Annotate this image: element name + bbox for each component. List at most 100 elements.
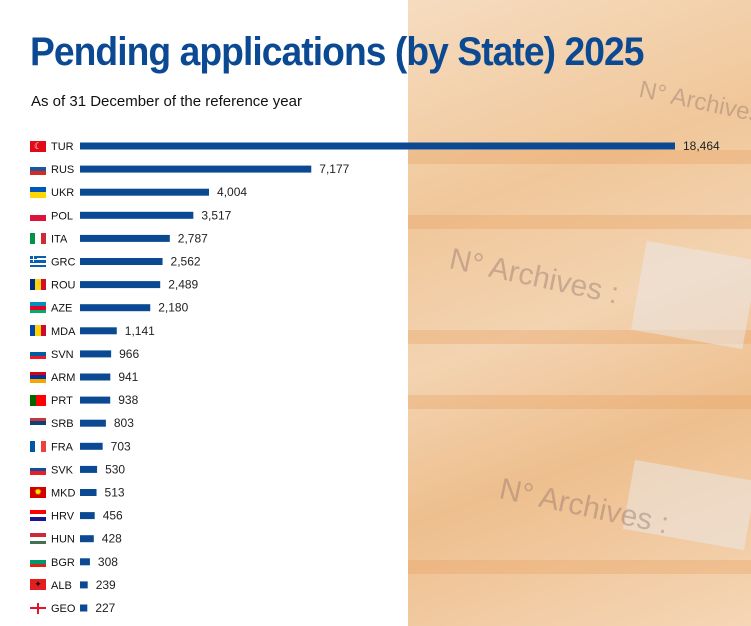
folder-edge xyxy=(408,215,751,229)
value-label: 513 xyxy=(105,486,125,500)
value-label: 227 xyxy=(95,601,115,615)
poland-flag-icon xyxy=(30,209,46,221)
folder-edge xyxy=(408,395,751,409)
flag-stripe xyxy=(30,186,46,193)
flag-stripe xyxy=(30,563,46,568)
flag-stripe xyxy=(30,215,46,221)
flag-stripe xyxy=(30,371,46,376)
flag-stripe xyxy=(30,375,46,380)
value-label: 2,562 xyxy=(171,255,201,269)
flag-stripe xyxy=(30,325,36,337)
category-label: POL xyxy=(51,210,73,222)
bar xyxy=(80,442,103,450)
flag-stripe xyxy=(30,513,46,518)
flag-stripe xyxy=(30,309,46,314)
flag-stripe xyxy=(30,209,46,216)
portugal-flag-icon xyxy=(30,394,46,406)
bar xyxy=(80,558,90,566)
flag-stripe xyxy=(30,305,46,310)
flag-stripe xyxy=(30,302,46,307)
value-label: 7,177 xyxy=(319,162,349,176)
chart-subtitle: As of 31 December of the reference year xyxy=(31,93,302,110)
category-label: GRC xyxy=(51,257,76,269)
category-label: SVN xyxy=(51,349,74,361)
value-label: 428 xyxy=(102,532,122,546)
value-label: 530 xyxy=(105,462,125,476)
flag-stripe xyxy=(36,394,46,406)
greece-flag-icon xyxy=(30,256,46,267)
turkey-flag-icon: ☾ xyxy=(30,140,46,152)
flag-stripe xyxy=(30,348,46,353)
category-label: UKR xyxy=(51,187,74,199)
flag-stripe xyxy=(30,378,46,383)
flag-emblem: ✦ xyxy=(34,579,42,590)
category-label: AZE xyxy=(51,303,72,315)
value-label: 1,141 xyxy=(125,324,155,338)
bar xyxy=(80,188,210,196)
value-label: 966 xyxy=(119,347,139,361)
bar xyxy=(80,258,163,265)
value-label: 18,464 xyxy=(683,139,720,153)
bar xyxy=(80,350,112,358)
flag-stripe xyxy=(30,394,36,406)
flag-stripe xyxy=(30,258,46,261)
bar xyxy=(80,165,312,173)
value-label: 3,517 xyxy=(201,208,231,222)
bar xyxy=(80,535,94,543)
category-label: HUN xyxy=(51,534,75,546)
bulgaria-flag-icon xyxy=(30,556,46,568)
flag-stripe xyxy=(30,163,46,168)
flag-stripe xyxy=(30,510,46,515)
background-archive-photo: N° Archives : N° Archives : N° Archives … xyxy=(408,0,751,626)
moldova-flag-icon xyxy=(30,325,46,337)
category-label: BGR xyxy=(51,557,75,569)
value-label: 938 xyxy=(118,393,138,407)
armenia-flag-icon xyxy=(30,371,46,383)
bar xyxy=(80,489,97,496)
flag-stripe xyxy=(30,232,36,244)
value-label: 239 xyxy=(96,578,116,592)
flag-stripe xyxy=(30,279,36,291)
flag-stripe xyxy=(30,517,46,522)
value-label: 456 xyxy=(103,509,123,523)
value-label: 941 xyxy=(118,370,138,384)
flag-stripe xyxy=(30,440,36,452)
georgia-flag-icon xyxy=(30,602,46,614)
croatia-flag-icon xyxy=(30,510,46,522)
category-label: RUS xyxy=(51,164,74,176)
folder-edge xyxy=(408,150,751,164)
azerbaijan-flag-icon xyxy=(30,302,46,314)
bar xyxy=(80,581,88,589)
flag-stripe xyxy=(30,556,46,561)
flag-stripe xyxy=(30,417,46,422)
france-flag-icon xyxy=(30,440,46,452)
flag-stripe xyxy=(30,536,46,541)
bar xyxy=(80,419,106,427)
value-label: 4,004 xyxy=(217,185,247,199)
bar xyxy=(80,512,95,520)
flag-emblem: ☾ xyxy=(33,140,43,151)
flag-stripe xyxy=(30,425,46,429)
romania-flag-icon xyxy=(30,279,46,291)
bar xyxy=(80,234,170,242)
flag-stripe xyxy=(30,421,46,426)
flag-stripe xyxy=(30,256,46,259)
category-label: MDA xyxy=(51,326,76,338)
bar xyxy=(80,465,98,473)
flag-stripe xyxy=(40,325,46,337)
chart-title: Pending applications (by State) 2025 xyxy=(30,30,644,74)
bar xyxy=(80,604,88,612)
flag-stripe xyxy=(30,352,46,357)
category-label: HRV xyxy=(51,511,75,523)
flag-stripe xyxy=(30,262,46,265)
flag-stripe xyxy=(35,325,42,337)
category-label: TUR xyxy=(51,141,74,153)
bar xyxy=(80,304,151,312)
flag-stripe xyxy=(30,533,46,538)
flag-stripe xyxy=(30,559,46,565)
flag-stripe xyxy=(40,279,46,291)
flag-stripe xyxy=(35,232,42,244)
bar xyxy=(80,396,111,404)
value-label: 2,489 xyxy=(168,278,198,292)
